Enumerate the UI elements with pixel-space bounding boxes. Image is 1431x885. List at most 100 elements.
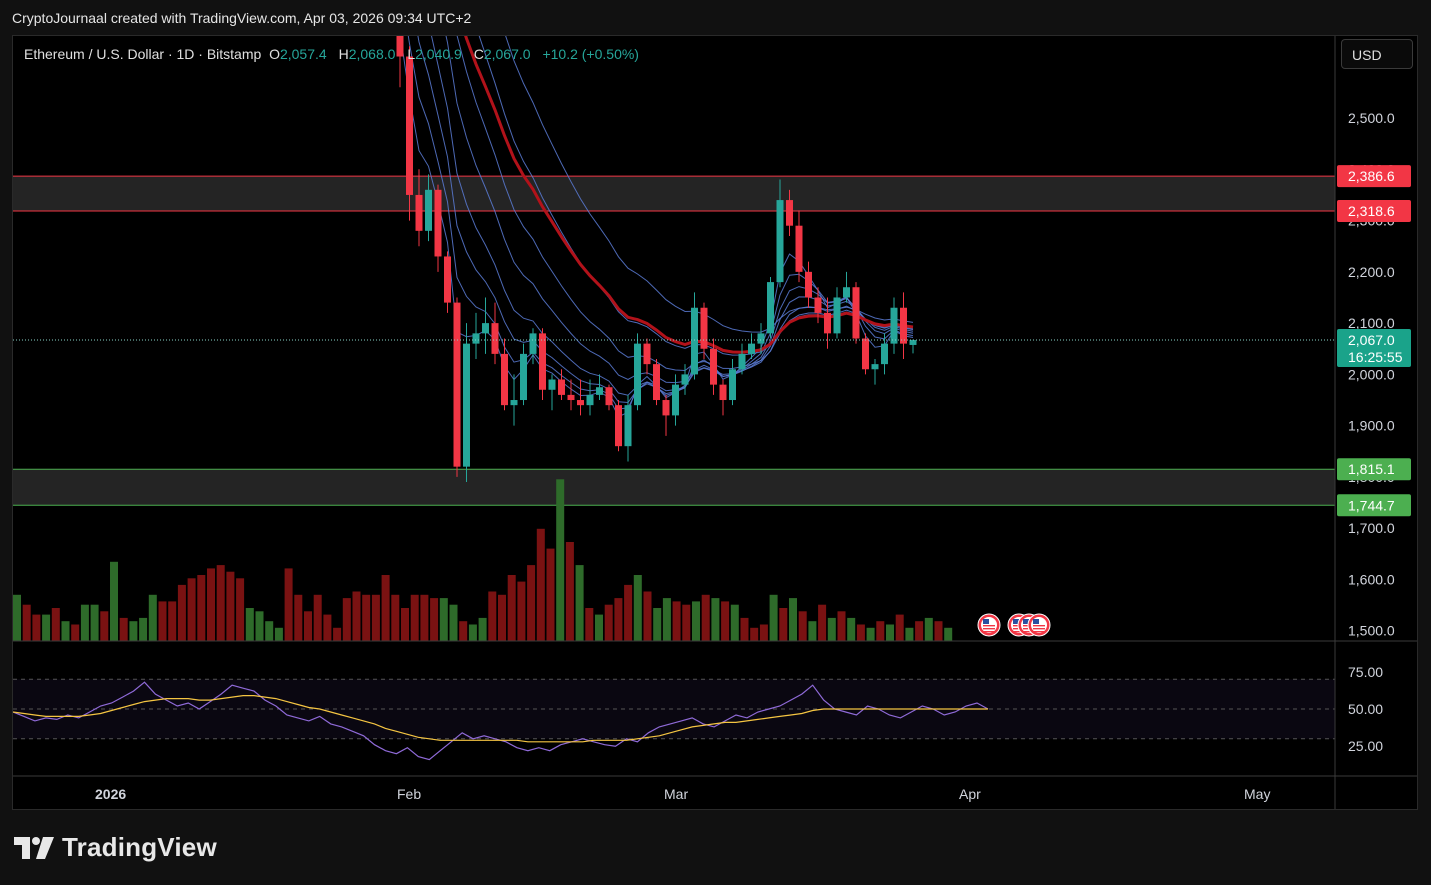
- volume-bar[interactable]: [362, 594, 371, 641]
- volume-bar[interactable]: [769, 594, 778, 641]
- candle[interactable]: [710, 338, 717, 395]
- candle[interactable]: [776, 179, 784, 288]
- candle[interactable]: [605, 384, 613, 411]
- volume-bar[interactable]: [245, 608, 254, 641]
- volume-bar[interactable]: [507, 575, 516, 641]
- candle[interactable]: [729, 359, 736, 406]
- volume-bar[interactable]: [284, 568, 293, 641]
- volume-bar[interactable]: [274, 627, 283, 641]
- volume-bar[interactable]: [468, 624, 477, 642]
- volume-bar[interactable]: [517, 581, 526, 641]
- volume-bar[interactable]: [808, 621, 817, 641]
- candle[interactable]: [558, 369, 565, 401]
- volume-bar[interactable]: [653, 608, 662, 641]
- volume-bar[interactable]: [633, 575, 642, 641]
- us-event-flag-icon[interactable]: [977, 613, 1001, 637]
- volume-bar[interactable]: [177, 584, 186, 641]
- candle[interactable]: [425, 174, 432, 242]
- volume-bar[interactable]: [837, 611, 846, 641]
- volume-bar[interactable]: [624, 584, 633, 641]
- volume-bar[interactable]: [498, 594, 506, 641]
- volume-bar[interactable]: [313, 594, 322, 641]
- volume-bar[interactable]: [730, 604, 739, 641]
- volume-bar[interactable]: [565, 542, 574, 641]
- volume-bar[interactable]: [856, 624, 865, 642]
- candle[interactable]: [862, 333, 869, 375]
- candle[interactable]: [767, 276, 774, 339]
- volume-bar[interactable]: [459, 621, 468, 641]
- candle[interactable]: [548, 374, 556, 411]
- candle[interactable]: [681, 364, 689, 395]
- candle[interactable]: [643, 338, 651, 375]
- volume-bar[interactable]: [333, 627, 342, 641]
- resistance-zone[interactable]: [13, 176, 1335, 212]
- support-bottom-label[interactable]: 1,744.7: [1337, 494, 1411, 517]
- candle[interactable]: [890, 297, 898, 354]
- candle[interactable]: [814, 287, 822, 324]
- volume-bar[interactable]: [934, 621, 943, 641]
- volume-bar[interactable]: [323, 614, 332, 641]
- volume-bar[interactable]: [148, 594, 157, 641]
- candle[interactable]: [491, 302, 499, 365]
- candle[interactable]: [843, 271, 850, 303]
- rsi-ma-line[interactable]: [13, 695, 988, 743]
- volume-bar[interactable]: [672, 601, 681, 641]
- volume-bar[interactable]: [42, 614, 51, 641]
- candle[interactable]: [586, 379, 594, 416]
- volume-bar[interactable]: [449, 604, 458, 641]
- volume-bar[interactable]: [51, 608, 60, 641]
- volume-bar[interactable]: [129, 621, 138, 641]
- volume-bar[interactable]: [886, 624, 894, 642]
- volume-bar[interactable]: [90, 604, 99, 641]
- volume-bar[interactable]: [750, 627, 759, 641]
- volume-bar[interactable]: [546, 548, 555, 641]
- candle[interactable]: [748, 333, 755, 360]
- volume-bar[interactable]: [197, 575, 206, 641]
- volume-bar[interactable]: [866, 627, 875, 641]
- volume-bar[interactable]: [119, 617, 128, 641]
- volume-bar[interactable]: [556, 479, 565, 641]
- volume-bar[interactable]: [439, 598, 448, 641]
- volume-bar[interactable]: [80, 604, 89, 641]
- candle[interactable]: [900, 292, 907, 360]
- volume-bar[interactable]: [61, 621, 70, 641]
- volume-bar[interactable]: [391, 594, 400, 641]
- volume-bar[interactable]: [207, 568, 215, 641]
- volume-bar[interactable]: [265, 621, 274, 641]
- volume-bar[interactable]: [527, 565, 536, 641]
- volume-bar[interactable]: [759, 624, 768, 642]
- volume-bar[interactable]: [847, 617, 856, 641]
- volume-bar[interactable]: [371, 594, 380, 641]
- currency-button[interactable]: USD: [1341, 39, 1413, 69]
- candle[interactable]: [691, 292, 698, 380]
- candle[interactable]: [482, 297, 489, 354]
- volume-bar[interactable]: [692, 601, 700, 641]
- candle[interactable]: [529, 328, 537, 365]
- volume-bar[interactable]: [818, 604, 827, 641]
- candle[interactable]: [539, 328, 546, 401]
- candle[interactable]: [805, 261, 812, 308]
- candle[interactable]: [501, 338, 508, 411]
- candle[interactable]: [786, 189, 793, 236]
- candle[interactable]: [795, 210, 803, 283]
- candle[interactable]: [909, 339, 917, 354]
- us-event-flag-icon[interactable]: [1027, 613, 1051, 637]
- volume-bar[interactable]: [662, 598, 671, 641]
- volume-bar[interactable]: [827, 617, 836, 641]
- resistance-top-label[interactable]: 2,386.6: [1337, 165, 1411, 188]
- candle[interactable]: [406, 46, 413, 221]
- volume-bar[interactable]: [216, 565, 225, 641]
- symbol-label[interactable]: Ethereum / U.S. Dollar · 1D · Bitstamp: [24, 46, 262, 62]
- candle[interactable]: [510, 374, 518, 426]
- candle[interactable]: [719, 379, 727, 416]
- volume-bar[interactable]: [110, 561, 118, 641]
- candle[interactable]: [881, 333, 888, 375]
- candle[interactable]: [453, 297, 461, 477]
- volume-bar[interactable]: [595, 614, 603, 641]
- candle[interactable]: [653, 359, 660, 406]
- candle[interactable]: [577, 379, 584, 416]
- candle[interactable]: [833, 287, 841, 339]
- volume-bar[interactable]: [701, 594, 710, 641]
- candle[interactable]: [662, 394, 670, 436]
- candle[interactable]: [396, 36, 404, 88]
